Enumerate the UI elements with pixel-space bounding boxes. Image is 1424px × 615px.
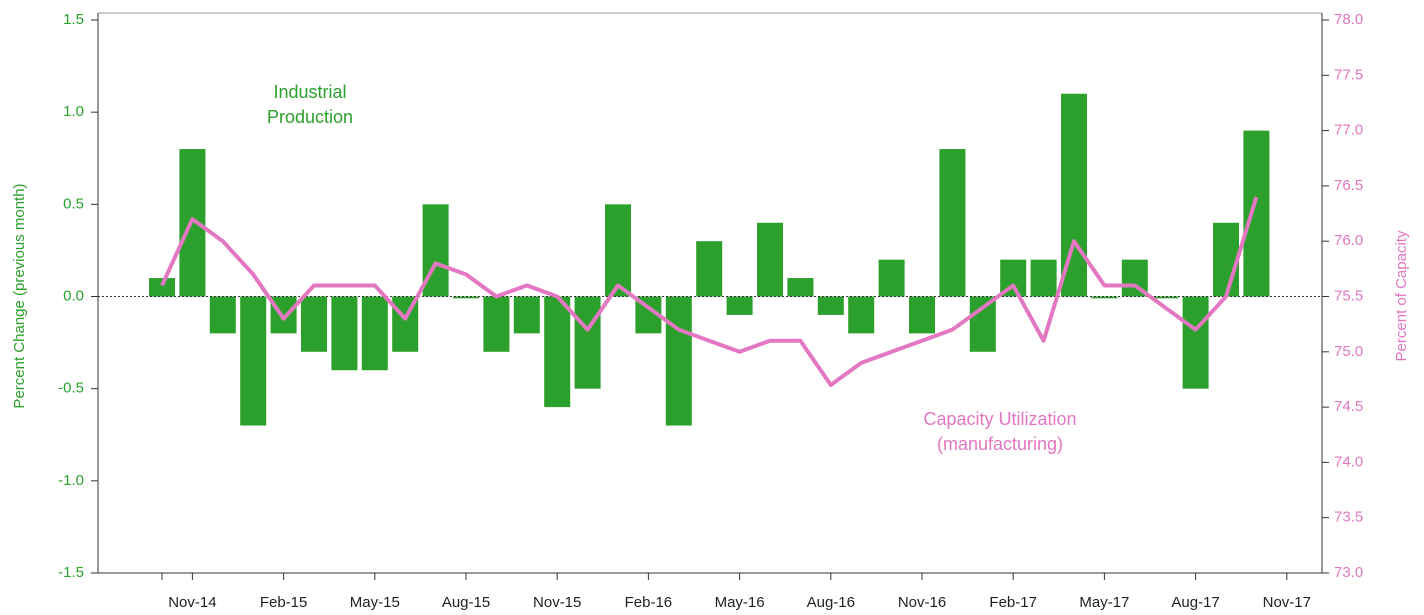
y2-tick-label: 76.0 — [1334, 232, 1363, 249]
bar — [757, 222, 783, 297]
bar — [969, 296, 996, 352]
bar — [301, 296, 327, 352]
bar — [1152, 296, 1179, 299]
bar — [240, 296, 267, 426]
y-tick-label: 1.0 — [63, 103, 84, 120]
bar — [453, 296, 479, 299]
x-tick-label: May-15 — [350, 594, 400, 611]
line — [160, 196, 1259, 387]
bar — [817, 296, 844, 315]
bar — [696, 241, 723, 297]
x-tick-label: May-16 — [715, 594, 765, 611]
x-tick-label: Feb-17 — [989, 594, 1037, 611]
y-tick-label: 0.0 — [63, 287, 84, 304]
annotation: (manufacturing) — [937, 434, 1063, 454]
bar — [1061, 93, 1087, 297]
y2-tick-label: 73.0 — [1334, 564, 1363, 581]
x-tick-label: Feb-15 — [260, 594, 308, 611]
y2-tick-label: 78.0 — [1334, 11, 1363, 28]
y-tick-label: 0.5 — [63, 195, 84, 212]
bar — [574, 296, 601, 389]
bar — [1243, 130, 1270, 297]
x-tick-label: Feb-16 — [625, 594, 673, 611]
annotation: Production — [267, 107, 353, 127]
y2-tick-label: 73.5 — [1334, 509, 1363, 526]
bar — [848, 296, 875, 334]
x-tick-label: Aug-17 — [1171, 594, 1219, 611]
x-tick-label: Nov-17 — [1263, 594, 1311, 611]
bar — [1182, 296, 1209, 389]
bar — [361, 296, 388, 371]
y2-tick-label: 74.5 — [1334, 398, 1363, 415]
x-tick-label: Aug-16 — [807, 594, 855, 611]
x-tick-label: Nov-15 — [533, 594, 581, 611]
bar — [483, 296, 510, 352]
y2-tick-label: 76.5 — [1334, 177, 1363, 194]
y2-tick-label: 77.0 — [1334, 122, 1363, 139]
bar — [1213, 222, 1239, 297]
y2-tick-label: 75.0 — [1334, 343, 1363, 360]
bar — [544, 296, 571, 408]
x-tick-label: Nov-14 — [168, 594, 216, 611]
y2-axis-label: Percent of Capacity — [1393, 230, 1410, 361]
y2-tick-label: 74.0 — [1334, 453, 1363, 470]
annotation: Capacity Utilization — [923, 409, 1076, 429]
bar — [939, 149, 966, 297]
bar — [209, 296, 236, 334]
y-tick-label: -1.5 — [58, 564, 84, 581]
bar — [605, 204, 631, 297]
y2-tick-label: 77.5 — [1334, 66, 1363, 83]
y-tick-label: 1.5 — [63, 11, 84, 28]
bar — [787, 278, 814, 297]
x-tick-label: May-17 — [1079, 594, 1129, 611]
y-tick-label: -1.0 — [58, 472, 84, 489]
y-tick-label: -0.5 — [58, 380, 84, 397]
y2-tick-label: 75.5 — [1334, 287, 1363, 304]
y-axis-label: Percent Change (previous month) — [11, 183, 28, 408]
bar — [726, 296, 753, 315]
bar — [909, 296, 935, 334]
bar — [513, 296, 540, 334]
bar — [149, 278, 175, 297]
x-tick-label: Nov-16 — [898, 594, 946, 611]
bar — [665, 296, 692, 426]
bar — [331, 296, 358, 371]
x-tick-label: Aug-15 — [442, 594, 490, 611]
bar — [1091, 296, 1118, 299]
bar — [878, 259, 905, 297]
annotation: Industrial — [273, 82, 346, 102]
bar — [1030, 259, 1057, 297]
